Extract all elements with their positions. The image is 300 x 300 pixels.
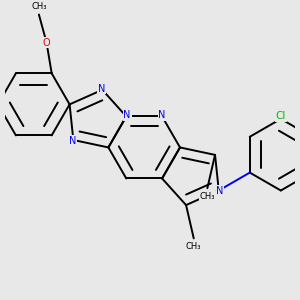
Text: Cl: Cl (276, 111, 286, 121)
Text: O: O (43, 38, 50, 48)
Text: CH₃: CH₃ (200, 192, 215, 201)
Text: N: N (98, 84, 105, 94)
Text: N: N (69, 136, 76, 146)
Text: CH₃: CH₃ (31, 2, 46, 11)
Text: N: N (158, 110, 166, 120)
Text: N: N (124, 110, 131, 120)
Text: N: N (216, 185, 224, 196)
Text: CH₃: CH₃ (186, 242, 202, 251)
